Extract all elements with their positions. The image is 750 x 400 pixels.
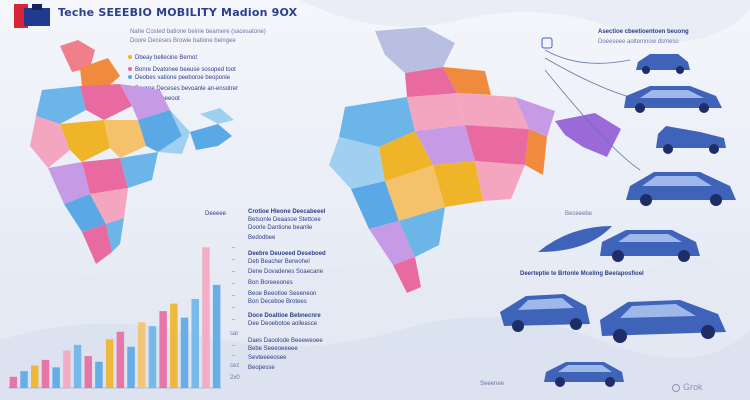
middle-note: Beopesse — [248, 365, 275, 371]
device-icon — [541, 37, 553, 49]
middle-note: Dee Deoebotoe aolleasce — [248, 321, 318, 327]
subtitle-line: Nahe Costed batione beinie beamere (sace… — [130, 29, 266, 35]
chart-bar — [180, 317, 189, 388]
axis-tick: – — [232, 269, 236, 275]
axis-tick: – — [232, 257, 236, 263]
center-india-map — [329, 27, 621, 293]
right-subline: Doeeseee aoltemnow dsmeso — [598, 39, 679, 45]
chart-bar — [31, 365, 39, 388]
axis-tick: – — [232, 317, 236, 323]
axis-tick: sar — [230, 331, 239, 337]
chart-bar — [159, 311, 167, 388]
chart-bar — [52, 367, 60, 388]
right-heading: Asectioe cbeetioentoen beuong — [598, 29, 689, 35]
chart-bar — [105, 339, 114, 388]
middle-note: Sevteeeeosee — [248, 355, 287, 361]
middle-note: Deeeee — [205, 211, 227, 217]
chart-bar — [127, 346, 135, 388]
axis-tick: – — [232, 293, 236, 299]
brand-logo — [10, 4, 56, 28]
chart-bar — [73, 344, 82, 388]
middle-note: Deebre Deuoeed Deseboed — [248, 251, 326, 257]
bullet-icon — [128, 75, 132, 80]
chart-bar — [170, 303, 178, 388]
chart-bar — [191, 298, 199, 388]
car-icon — [624, 86, 722, 113]
chart-bar — [138, 322, 146, 388]
bullet-icon — [128, 55, 132, 60]
middle-note: Betsonle Deaasoe Stettcee — [248, 217, 321, 223]
car-icon — [636, 54, 690, 74]
axis-tick: 2x0 — [230, 375, 240, 381]
middle-note: Beoe Beeotioe Seeeneon — [248, 291, 317, 297]
car-icon — [626, 172, 736, 206]
middle-note: Deb Beacher Berwohel — [248, 259, 310, 265]
middle-note: Bebe Seeeoeeeee — [248, 346, 298, 352]
car-icon — [544, 362, 624, 387]
small-label: Beceeebe — [565, 211, 593, 217]
chart-bar — [84, 356, 92, 388]
chart-bar — [95, 361, 103, 388]
chart-bar — [202, 247, 210, 388]
vehicle-pod-icon — [538, 226, 612, 252]
watermark-icon — [672, 383, 680, 392]
middle-note: Doorle Dantione beanlie — [248, 225, 313, 231]
cars-illustration — [500, 37, 736, 387]
subtitle-line: Doore Deceses Browie batione beingee — [130, 38, 236, 44]
left-india-map — [30, 40, 234, 264]
watermark: Grok — [672, 382, 703, 392]
bar-chart — [8, 247, 222, 389]
middle-note: Doce Doaltioe Bebnecnre — [248, 313, 321, 319]
middle-note: Bon Boreeeones — [248, 280, 293, 286]
car-icon — [600, 300, 726, 343]
middle-note: Bon Deceboe Brotees — [248, 299, 307, 305]
chart-bar — [63, 350, 71, 388]
chart-bar — [9, 376, 18, 388]
axis-tick: – — [232, 353, 236, 359]
right-mid-heading: Deerteptie te Brtonle Mceling Bee/aposfi… — [520, 271, 644, 277]
car-icon — [600, 230, 700, 262]
axis-tick: cez — [230, 363, 240, 369]
chart-bar — [41, 359, 50, 388]
axis-tick: – — [232, 245, 236, 251]
axis-tick: – — [232, 305, 236, 311]
chart-bar — [148, 326, 157, 388]
car-icon — [500, 294, 590, 332]
chart-bar — [116, 331, 125, 388]
note-item: Dbeay bellecine Bernot — [128, 54, 197, 62]
axis-tick: – — [232, 343, 236, 349]
note-item: Bonre Dvatonee beeuse sosoped toot — [128, 66, 236, 74]
chart-bar — [212, 284, 221, 388]
chart-bar — [20, 371, 28, 388]
car-icon — [656, 126, 726, 154]
axis-tick: – — [232, 281, 236, 287]
bullet-icon — [128, 67, 132, 72]
note-item: Deobes vatione peeboroe beoponie — [128, 74, 230, 82]
page-title: Teche SEEEBIO MOBILITY Madion 9OX — [58, 6, 298, 19]
middle-note: Dene Dovadenes Soaecane — [248, 269, 324, 275]
middle-note: Bedodbee — [248, 235, 276, 241]
middle-note: Daes Daoolode Beeeweoee — [248, 338, 323, 344]
bottom-label: Seeenee — [480, 381, 505, 387]
middle-note: Crotioe Hleone Deecabeeel — [248, 209, 326, 215]
